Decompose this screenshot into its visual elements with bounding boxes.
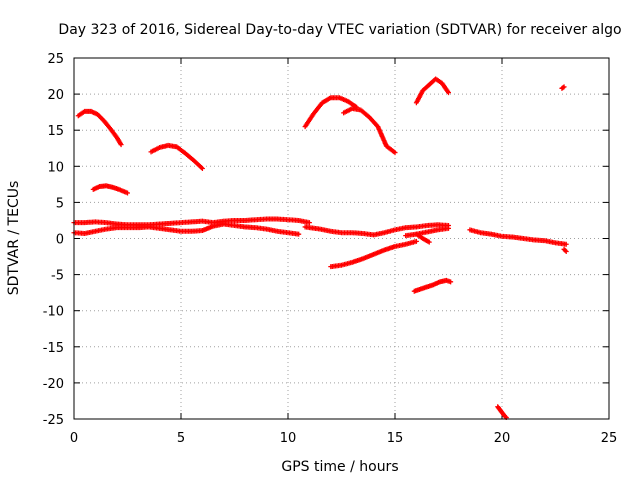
series-drop-a [495,404,509,421]
y-tick-label: 0 [56,233,64,248]
series-band-lower [71,221,302,237]
plot-frame [73,57,610,420]
series-band-right [467,227,569,247]
data-point [446,90,451,96]
data-point [392,150,398,156]
y-tick-label: -5 [51,269,64,284]
y-tick-label: -15 [43,341,64,356]
x-tick-label: 5 [177,431,185,446]
y-tick-label: -25 [43,413,64,428]
data-point [561,84,567,90]
data-point [296,231,302,237]
y-tick-label: -20 [43,377,64,392]
data-marks [71,76,569,421]
series-arc-d [302,95,359,130]
x-tick-label: 10 [280,431,297,446]
y-tick-label: 25 [47,52,64,67]
data-point [560,85,566,91]
series-band-mid-low [403,225,451,239]
y-tick-label: 10 [47,160,64,175]
series-tail-a [561,246,569,254]
data-point [563,241,569,247]
y-tick-label: 5 [56,196,64,211]
data-point [426,239,432,245]
x-tick-label: 20 [494,431,511,446]
series-arc-a [75,108,124,148]
series-arc-g [559,84,567,91]
data-point [199,165,205,171]
data-point [306,220,312,226]
data-point [562,247,568,253]
series-band-mid [302,222,451,238]
y-axis-label: SDTVAR / TECUs [6,181,22,296]
y-tick-label: 20 [47,88,64,103]
y-axis-ticks: -25 -20 -15 -10 -5 0 5 10 15 20 25 [43,52,609,428]
chart-title: Day 323 of 2016, Sidereal Day-to-day VTE… [58,22,621,38]
x-tick-label: 25 [601,431,618,446]
x-axis-ticks: 0 5 10 15 20 25 [70,58,617,446]
series-dip-a [413,231,432,245]
x-axis-label: GPS time / hours [281,459,398,475]
series-arc-b [90,183,130,196]
data-point [125,190,130,196]
data-point [448,279,454,285]
series-arc-c [148,142,205,171]
data-point [413,238,419,244]
series-arc-f [413,76,451,106]
series-rise-a [328,238,419,270]
y-tick-label: -10 [43,305,64,320]
data-point [118,142,124,148]
series-arc-e [341,106,398,156]
y-tick-label: 15 [47,124,64,139]
series-rise-b [411,277,454,294]
series-band-upper [71,216,312,228]
x-tick-label: 0 [70,431,78,446]
data-point [563,248,569,254]
x-tick-label: 15 [387,431,404,446]
data-point [446,225,451,231]
